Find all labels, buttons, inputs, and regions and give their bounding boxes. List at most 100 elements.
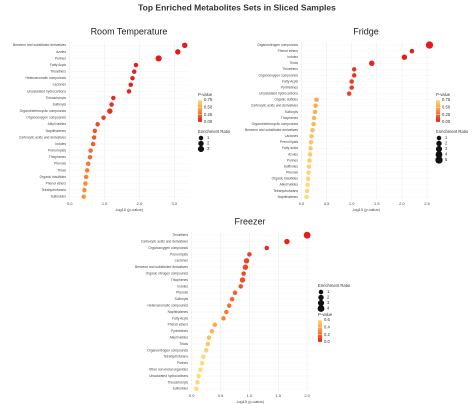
- y-tick-label: Purines: [55, 56, 67, 60]
- x-tick-label: 1.0: [247, 393, 253, 398]
- size-key-label: 4: [445, 152, 448, 157]
- color-tick-label: 0.6: [324, 317, 330, 322]
- plot-area: [68, 42, 190, 200]
- y-tick-label: Phenols: [286, 171, 298, 175]
- size-key: [318, 294, 324, 301]
- size-key-label: 1: [327, 289, 330, 294]
- y-tick-label: Alkyl halides: [48, 122, 67, 126]
- panel-title: Room Temperature: [91, 26, 168, 36]
- size-key: [436, 140, 442, 147]
- y-tick-label: Sulfonyls: [285, 110, 299, 114]
- dot: [111, 95, 116, 101]
- dot: [212, 322, 218, 328]
- dot: [305, 176, 311, 181]
- dot: [304, 188, 310, 194]
- y-tick-label: Organonitrogen compounds: [147, 348, 188, 352]
- x-tick-label: 2.0: [399, 201, 405, 206]
- dot: [242, 264, 249, 270]
- y-tick-label: Lactones: [285, 134, 299, 138]
- dot: [226, 303, 232, 308]
- y-tick-label: Thiophenes: [49, 155, 67, 159]
- dot: [232, 290, 238, 296]
- dot: [91, 135, 97, 140]
- size-key-label: 3: [445, 146, 448, 151]
- color-tick-label: 0.50: [442, 104, 451, 109]
- y-tick-label: Thiols: [179, 342, 188, 346]
- y-tick-label: Thioethers: [50, 70, 66, 74]
- size-key: [198, 135, 204, 141]
- x-tick-label: 1.5: [275, 393, 281, 398]
- x-axis-label: -log10 (p-value): [115, 207, 144, 212]
- y-tick-label: Lactones: [175, 259, 189, 263]
- size-legend-title: Enrichment Ratio: [318, 283, 351, 288]
- dot: [205, 341, 211, 347]
- y-tick-label: Naphthalenes: [278, 195, 299, 199]
- y-tick-label: Purines: [287, 158, 299, 162]
- dot: [128, 82, 133, 88]
- dot: [130, 75, 135, 81]
- y-tick-label: Phenols: [176, 291, 188, 295]
- y-tick-label: Heteroaromatic compounds: [26, 76, 67, 80]
- color-tick-label: 0.25: [204, 112, 213, 117]
- dot: [243, 258, 250, 264]
- dot: [307, 158, 312, 163]
- x-tick-label: 1.0: [102, 201, 108, 206]
- y-tick-label: Azoles: [288, 152, 298, 156]
- y-tick-label: Organic nitrogen compounds: [146, 271, 189, 275]
- y-tick-label: Unsaturated hydrocarbons: [259, 92, 298, 96]
- dot: [351, 73, 357, 78]
- size-key: [318, 289, 324, 295]
- size-legend-title: Enrichment Ratio: [198, 129, 231, 134]
- y-tick-label: Organooxygen compounds: [258, 73, 298, 77]
- y-tick-label: Indoles: [55, 142, 66, 146]
- size-key-label: 1: [207, 135, 210, 140]
- panel-title: Fridge: [353, 26, 379, 36]
- plot-area: [300, 42, 432, 200]
- dot: [84, 168, 90, 173]
- y-tick-label: Alkyl halides: [170, 335, 189, 339]
- x-tick-label: 2.0: [137, 201, 143, 206]
- dot: [85, 161, 91, 167]
- dot: [182, 42, 188, 49]
- y-tick-label: Organic trisulfides: [40, 175, 67, 179]
- y-tick-label: Thiophenes: [171, 278, 189, 282]
- dot: [425, 41, 434, 49]
- x-axis-label: -log10 (p-value): [352, 207, 381, 212]
- y-tick-label: Sulfonides: [173, 387, 189, 391]
- dot: [133, 62, 139, 68]
- dot: [229, 296, 235, 302]
- dot: [196, 373, 201, 379]
- size-key-label: 2: [445, 141, 448, 146]
- dot: [312, 109, 318, 115]
- dot: [303, 231, 311, 239]
- y-tick-label: Indoles: [177, 284, 188, 288]
- y-tick-label: Heteroaromatic compounds: [148, 303, 189, 307]
- dot: [206, 335, 212, 340]
- y-tick-label: Unsaturated hydrocarbons: [27, 89, 66, 93]
- y-tick-label: Benzene and substituted derivatives: [135, 265, 188, 269]
- y-tick-label: Organonitrogen compounds: [257, 43, 298, 47]
- y-tick-label: Sulfinoles: [284, 164, 299, 168]
- x-tick-label: 0.0: [67, 201, 73, 206]
- x-tick-label: 3.0: [172, 201, 178, 206]
- y-tick-label: Phenols: [54, 162, 66, 166]
- size-key: [198, 140, 204, 147]
- size-key: [436, 135, 442, 141]
- dot: [308, 140, 314, 145]
- x-tick-label: 0.0: [299, 201, 305, 206]
- dot: [284, 238, 290, 245]
- color-tick-label: 0.4: [324, 324, 330, 329]
- dot: [313, 103, 318, 109]
- y-tick-label: Thioethers: [282, 67, 298, 71]
- x-tick-label: 0.5: [324, 201, 330, 206]
- y-tick-label: Organooxygen compounds: [148, 246, 188, 250]
- y-tick-label: Benzene and substituted derivatives: [13, 43, 66, 47]
- y-tick-label: Prenol lipids: [170, 252, 188, 256]
- dot: [264, 245, 269, 251]
- dot: [401, 54, 408, 60]
- y-tick-label: Thioethers: [172, 233, 188, 237]
- dot: [155, 55, 162, 62]
- y-tick-label: Unsaturated hydrocarbons: [149, 374, 188, 378]
- size-key: [197, 145, 205, 153]
